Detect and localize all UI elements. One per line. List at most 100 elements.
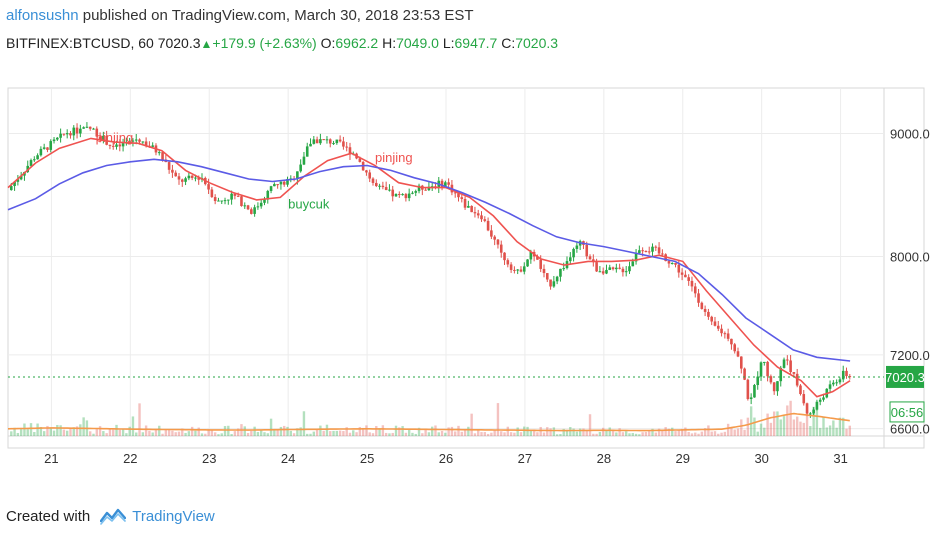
candle-body [818, 399, 822, 402]
candle-body [779, 367, 783, 382]
high-label: H: [382, 35, 397, 51]
candle-body [378, 185, 381, 187]
volume-bar [39, 426, 43, 436]
candle-body [253, 207, 256, 214]
candle-body [358, 158, 362, 162]
volume-bar [842, 417, 845, 436]
volume-bar [707, 425, 710, 436]
volume-bar [135, 432, 138, 436]
volume-bar [121, 428, 125, 436]
candle-body [519, 269, 523, 272]
candle-body [26, 165, 30, 172]
volume-bar [256, 432, 260, 436]
volume-bar [174, 432, 177, 436]
volume-bar [799, 421, 802, 436]
volume-bar [158, 425, 161, 436]
volume-bar [467, 426, 470, 436]
candle-body [381, 185, 385, 188]
volume-bar [33, 432, 36, 436]
volume-bar [615, 432, 618, 436]
candle-body [608, 267, 612, 270]
candle-body [684, 274, 687, 278]
volume-bar [828, 425, 832, 436]
volume-bar [486, 433, 490, 436]
volume-bar [230, 434, 233, 436]
candle-body [197, 177, 201, 180]
symbol-label[interactable]: BITFINEX:BTCUSD, 60 [6, 35, 154, 51]
volume-bar [407, 429, 411, 436]
candle-body [325, 139, 329, 141]
candle-body [263, 199, 266, 203]
volume-bar [684, 427, 687, 436]
candle-body [463, 198, 467, 208]
volume-bar [177, 431, 181, 436]
candle-body [638, 250, 641, 253]
candle-body [328, 139, 332, 144]
volume-bar [605, 430, 608, 436]
volume-bar [227, 425, 230, 436]
candle-body [187, 175, 191, 179]
candle-body [171, 169, 174, 173]
chart-annotation: pinjing [375, 150, 413, 165]
volume-bar [384, 432, 388, 436]
candle-body [161, 152, 164, 160]
candle-body [391, 189, 395, 197]
candle-body [473, 212, 477, 214]
x-tick-label: 28 [597, 451, 611, 466]
volume-bar [151, 432, 154, 436]
volume-ma-line [7, 412, 850, 432]
volume-bar [259, 430, 263, 436]
candle-body [588, 256, 592, 260]
volume-bar [250, 430, 253, 436]
volume-bar [519, 432, 523, 436]
candle-body [227, 199, 230, 201]
volume-bar [713, 431, 717, 436]
tradingview-brand[interactable]: TradingView [132, 507, 215, 525]
volume-bar [273, 429, 276, 436]
volume-bar [697, 433, 700, 436]
tradingview-logo-icon[interactable] [100, 506, 127, 526]
volume-bar [56, 424, 59, 436]
volume-bar [309, 433, 312, 436]
volume-bar [503, 432, 506, 436]
volume-bar [381, 425, 385, 436]
volume-bar [733, 429, 736, 436]
candlesticks[interactable] [9, 122, 852, 418]
last-price-tag [886, 365, 924, 388]
volume-bar [792, 419, 796, 436]
author-link[interactable]: alfonsushn [6, 7, 79, 24]
volume-bar [352, 430, 355, 436]
volume-bar [575, 431, 579, 436]
high-value: 7049.0 [396, 35, 439, 51]
volume-bar [404, 432, 408, 436]
candle-body [207, 184, 210, 190]
volume-bar [802, 422, 805, 436]
candle-body [838, 379, 842, 383]
volume-bar [457, 425, 460, 436]
candle-body [384, 187, 388, 191]
volume-bar [161, 433, 164, 436]
volume-bar [128, 426, 131, 436]
candle-body [414, 191, 418, 193]
last-price: 7020.3 [157, 35, 201, 51]
candle-body [490, 230, 493, 237]
candle-body [559, 268, 562, 277]
volume-bar [598, 431, 602, 436]
candle-body [319, 139, 322, 144]
candle-body [9, 186, 13, 191]
volume-bar [62, 429, 66, 436]
candle-body [730, 338, 733, 345]
candle-body [411, 192, 414, 194]
candle-body [736, 351, 740, 357]
candle-body [371, 178, 375, 183]
x-tick-label: 26 [439, 451, 453, 466]
y-tick-label: 6600.0 [890, 422, 930, 437]
volume-bar [10, 431, 13, 436]
volume-bar [19, 427, 23, 436]
candle-body [315, 139, 319, 144]
candle-body [516, 269, 519, 271]
volume-bar [118, 429, 122, 436]
candle-body [634, 252, 638, 262]
x-tick-label: 27 [518, 451, 532, 466]
